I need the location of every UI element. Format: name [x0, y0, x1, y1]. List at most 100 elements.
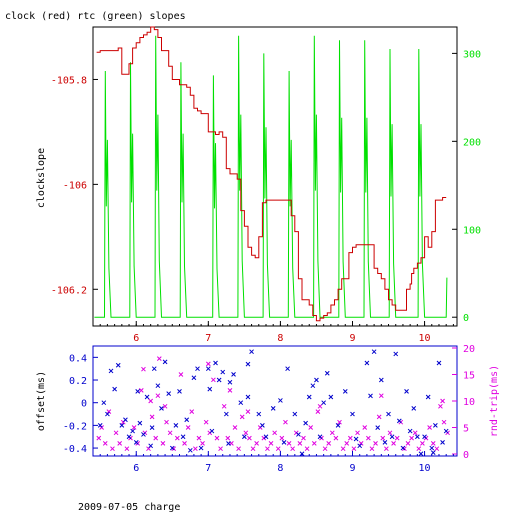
rnd-trip-point-stroke [304, 446, 310, 452]
offset-point-stroke [256, 411, 262, 417]
rnd-trip-point [254, 441, 259, 446]
offset-point [245, 361, 251, 367]
rnd-trip-point-stroke [254, 441, 259, 446]
rnd-trip-point-stroke [355, 430, 360, 436]
offset-point [144, 394, 150, 400]
rnd-trip-point [160, 441, 166, 446]
offset-point [227, 379, 233, 385]
offset-point [126, 434, 132, 440]
rnd-trip-point [247, 435, 252, 441]
rnd-trip-point-stroke [297, 441, 303, 446]
offset-point-stroke [425, 394, 431, 400]
offset-point-stroke [135, 389, 141, 394]
rnd-trip-point-stroke [96, 435, 102, 441]
rnd-trip-point-stroke [117, 441, 123, 446]
rnd-trip-point [311, 441, 317, 446]
rnd-trip-point [200, 441, 205, 446]
offset-point-stroke [126, 434, 132, 440]
offset-point [245, 394, 251, 400]
offset-point-stroke [285, 366, 290, 372]
offset-point [166, 391, 172, 396]
offset-point-stroke [375, 425, 381, 431]
offset-point-stroke [169, 445, 175, 451]
offset-point [149, 425, 155, 431]
y-axis-right: 300 200 100 0 [452, 49, 481, 324]
rnd-trip-point [275, 446, 281, 452]
offset-point-stroke [213, 360, 218, 366]
scatter-points [96, 349, 450, 457]
offset-point [314, 377, 319, 383]
offset-point-stroke [364, 360, 370, 366]
rnd-trip-point [358, 441, 364, 446]
rnd-trip-point [333, 435, 339, 441]
offset-point-stroke [407, 428, 413, 434]
offset-point [184, 417, 190, 423]
offset-point [256, 411, 262, 417]
rnd-trip-point-stroke [218, 446, 223, 452]
offset-point-stroke [231, 371, 236, 377]
rnd-trip-point-stroke [149, 414, 155, 420]
rnd-trip-point [131, 425, 137, 430]
offset-point-stroke [123, 417, 128, 423]
offset-point [226, 441, 231, 446]
rnd-trip-point [250, 446, 256, 452]
rnd-trip-point-stroke [394, 435, 400, 441]
offset-point [216, 377, 222, 383]
rnd-trip-point-stroke [420, 441, 425, 446]
offset-x-tick-label: 6 [133, 463, 139, 474]
y-tick-label: -105.8 [51, 75, 87, 86]
offset-point-stroke [281, 440, 287, 445]
offset-point-stroke [303, 420, 308, 426]
offset-point-stroke [220, 369, 226, 375]
rnd-trip-point [347, 435, 353, 441]
rnd-trip-point-stroke [167, 430, 173, 436]
rnd-trip-point-stroke [245, 409, 251, 414]
offset-point [177, 389, 182, 394]
rnd-trip-point-stroke [290, 446, 296, 452]
offset-point-stroke [130, 428, 135, 434]
rnd-trip-point [283, 419, 288, 425]
offset-point-stroke [440, 440, 445, 445]
rnd-trip-point-stroke [369, 446, 375, 452]
offset-point-stroke [292, 411, 298, 417]
rnd-trip-point-stroke [225, 435, 231, 441]
y2-tick-label: 200 [463, 137, 481, 148]
rnd-trip-point [409, 435, 414, 441]
offset-point [303, 420, 308, 426]
offset-point-stroke [310, 383, 316, 389]
rnd-trip-point [113, 430, 119, 436]
rnd-trip-point [384, 446, 389, 452]
rnd-trip-point [317, 403, 323, 409]
rnd-trip-point-stroke [317, 403, 323, 409]
offset-tick-label: -0.4 [63, 444, 87, 455]
rnd-trip-point-stroke [185, 425, 191, 430]
rnd-trip-point [227, 388, 233, 393]
offset-point [242, 434, 247, 440]
offset-point [151, 366, 157, 372]
offset-point [213, 360, 218, 366]
offset-point-stroke [177, 389, 182, 394]
rnd-trip-point [155, 393, 161, 399]
offset-point-stroke [226, 441, 231, 446]
offset-point-stroke [386, 411, 391, 417]
offset-point-stroke [396, 418, 402, 424]
offset-point [371, 349, 377, 355]
offset-point [368, 393, 373, 399]
offset-point [263, 434, 269, 440]
rnd-trip-point-stroke [315, 409, 321, 414]
offset-point-stroke [180, 434, 186, 440]
x-axis: 6 7 8 9 10 [99, 321, 454, 344]
rnd-trip-point-stroke [272, 430, 277, 436]
offset-point [278, 398, 283, 403]
offset-point-stroke [353, 436, 359, 442]
offset-point [195, 366, 200, 372]
rnd-trip-point-stroke [333, 435, 339, 441]
offset-point [133, 440, 139, 445]
rnd-trip-point [106, 409, 112, 414]
rnd-trip-point-stroke [340, 446, 346, 452]
offset-point-stroke [97, 423, 103, 428]
clock-line [96, 26, 447, 322]
offset-point [130, 428, 135, 434]
x-tick-label: 7 [205, 333, 211, 344]
offset-point-stroke [149, 425, 155, 431]
